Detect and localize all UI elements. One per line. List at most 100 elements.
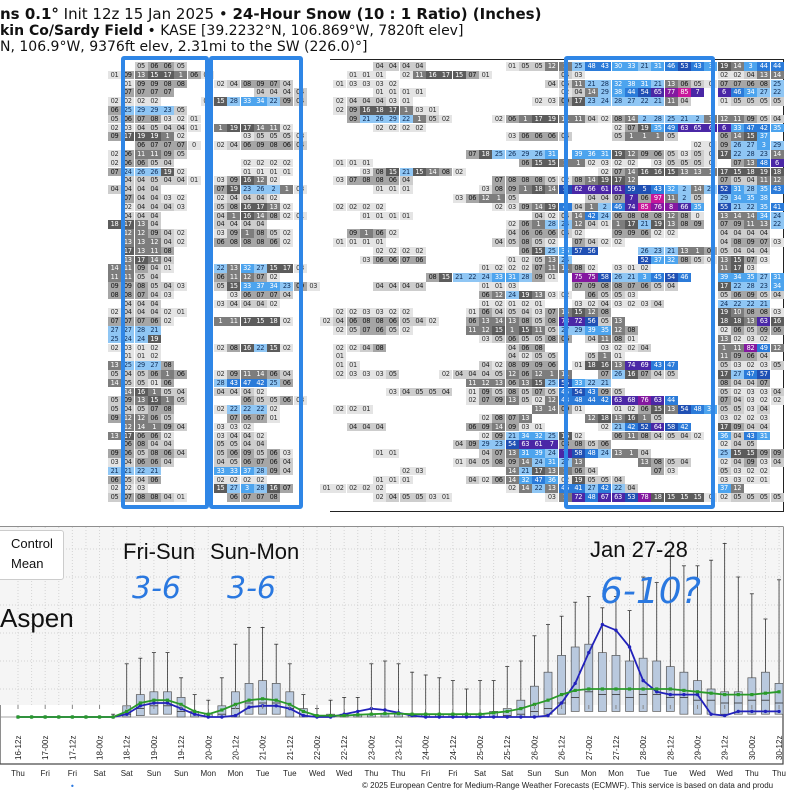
grid-cell: 15 <box>214 484 227 493</box>
grid-cell: 06 <box>267 238 280 247</box>
grid-cell: 03 <box>611 299 625 309</box>
mean-point <box>587 687 591 691</box>
grid-cell: 04 <box>147 299 161 309</box>
grid-cell: 06 <box>638 229 651 238</box>
control-point <box>641 678 645 683</box>
grid-cell: 05 <box>532 238 545 247</box>
grid-cell: 05 <box>611 387 625 397</box>
grid-cell: 15 <box>492 326 506 335</box>
grid-cell: 1 <box>280 185 294 194</box>
grid-cell: 01 <box>174 308 188 317</box>
box <box>625 660 634 712</box>
grid-cell: 18 <box>730 317 744 326</box>
grid-cell: 04 <box>174 449 188 458</box>
grid-cell: 3 <box>757 141 771 150</box>
grid-cell: 12 <box>585 414 598 423</box>
mean-point <box>478 712 482 716</box>
control-point <box>451 715 455 719</box>
grid-cell: 10 <box>730 308 744 317</box>
grid-cell: 08 <box>134 440 148 449</box>
grid-cell: 06 <box>267 370 280 379</box>
grid-cell: 07 <box>346 176 360 185</box>
grid-cell: 61 <box>532 440 545 449</box>
grid-cell: 13 <box>492 378 506 388</box>
grid-cell: 42 <box>757 123 771 133</box>
grid-cell: 08 <box>545 317 559 326</box>
grid-cell: 17 <box>161 70 174 80</box>
grid-cell: 04 <box>174 176 188 185</box>
x-tick-label: 29-00z <box>694 736 703 760</box>
grid-cell: 13 <box>518 378 532 388</box>
grid-cell: 12 <box>624 150 638 159</box>
grid-cell: 04 <box>240 220 254 229</box>
grid-cell: 56 <box>585 317 598 326</box>
grid-cell: 06 <box>240 458 254 467</box>
grid-cell: 14 <box>121 387 135 397</box>
grid-cell: 08 <box>240 238 254 247</box>
grid-cell: 02 <box>532 396 545 405</box>
grid-cell: 34 <box>267 282 280 291</box>
grid-cell: 11 <box>730 114 744 124</box>
grid-cell: 14 <box>730 132 744 141</box>
annotation-jan-27-28: Jan 27-28 <box>590 537 688 562</box>
grid-cell: 04 <box>730 458 744 467</box>
mean-point <box>396 712 401 716</box>
ensemble-member-grid: 05 06 06 05 04 04 04 04 01 05 05 12 1 25 48 43 30 33 21 31 4… <box>108 59 784 512</box>
legend-mean: Mean <box>11 556 44 571</box>
grid-cell: 09 <box>227 176 241 185</box>
grid-cell: 11 <box>730 343 744 353</box>
grid-cell: 06 <box>147 431 161 441</box>
grid-cell: 1 <box>359 229 373 238</box>
grid-cell: 05 <box>214 282 227 291</box>
grid-cell: 11 <box>108 273 121 282</box>
grid-cell: 02 <box>532 97 545 106</box>
grid-cell: 06 <box>465 422 479 432</box>
grid-cell: 33 <box>240 282 254 291</box>
grid-cell: 04 <box>280 290 294 300</box>
grid-cell: 03 <box>704 255 718 265</box>
grid-cell: 12 <box>571 220 585 229</box>
grid-cell: 02 <box>359 202 373 212</box>
grid-cell: 02 <box>214 194 227 203</box>
grid-cell: 06 <box>240 396 254 405</box>
grid-cell: 14 <box>108 264 121 273</box>
grid-cell: 06 <box>518 246 532 256</box>
mean-point <box>97 715 102 719</box>
grid-cell: 17 <box>253 202 267 212</box>
highlight-box-sun-mon <box>209 56 303 509</box>
grid-cell: 21 <box>757 299 771 309</box>
grid-cell: 06 <box>121 150 135 159</box>
grid-cell: 02 <box>399 70 413 80</box>
mean-point <box>220 708 224 712</box>
grid-cell: 47 <box>664 361 678 370</box>
grid-cell: 16 <box>240 202 254 212</box>
grid-cell: 44 <box>757 62 771 71</box>
grid-cell: 43 <box>651 185 665 194</box>
grid-cell: 06 <box>174 370 188 379</box>
grid-cell: 01 <box>267 414 280 423</box>
grid-cell: 08 <box>253 229 267 238</box>
grid-cell: 03 <box>638 299 651 309</box>
grid-cell: 16 <box>770 317 784 326</box>
box <box>652 660 662 712</box>
grid-cell: 08 <box>611 114 625 124</box>
grid-cell: 15 <box>691 493 704 502</box>
grid-cell: 49 <box>664 123 678 133</box>
grid-cell: 02 <box>267 405 280 414</box>
grid-cell: 08 <box>638 431 651 441</box>
grid-cell: 47 <box>744 370 757 379</box>
grid-cell: 13 <box>757 70 771 80</box>
grid-cell: 53 <box>677 62 691 71</box>
grid-cell: 02 <box>757 334 771 344</box>
grid-cell: 01 <box>187 176 201 185</box>
grid-cell: 02 <box>174 238 188 247</box>
grid-cell: 01 <box>359 70 373 80</box>
grid-cell: 28 <box>651 114 665 124</box>
grid-cell: 07 <box>280 484 294 493</box>
x-tick-label: 22-00z <box>313 736 322 760</box>
grid-cell: 05 <box>134 449 148 458</box>
grid-cell: 33 <box>227 466 241 476</box>
grid-cell: 03 <box>545 290 559 300</box>
control-point <box>750 709 754 714</box>
day-label: Wed <box>309 769 325 778</box>
